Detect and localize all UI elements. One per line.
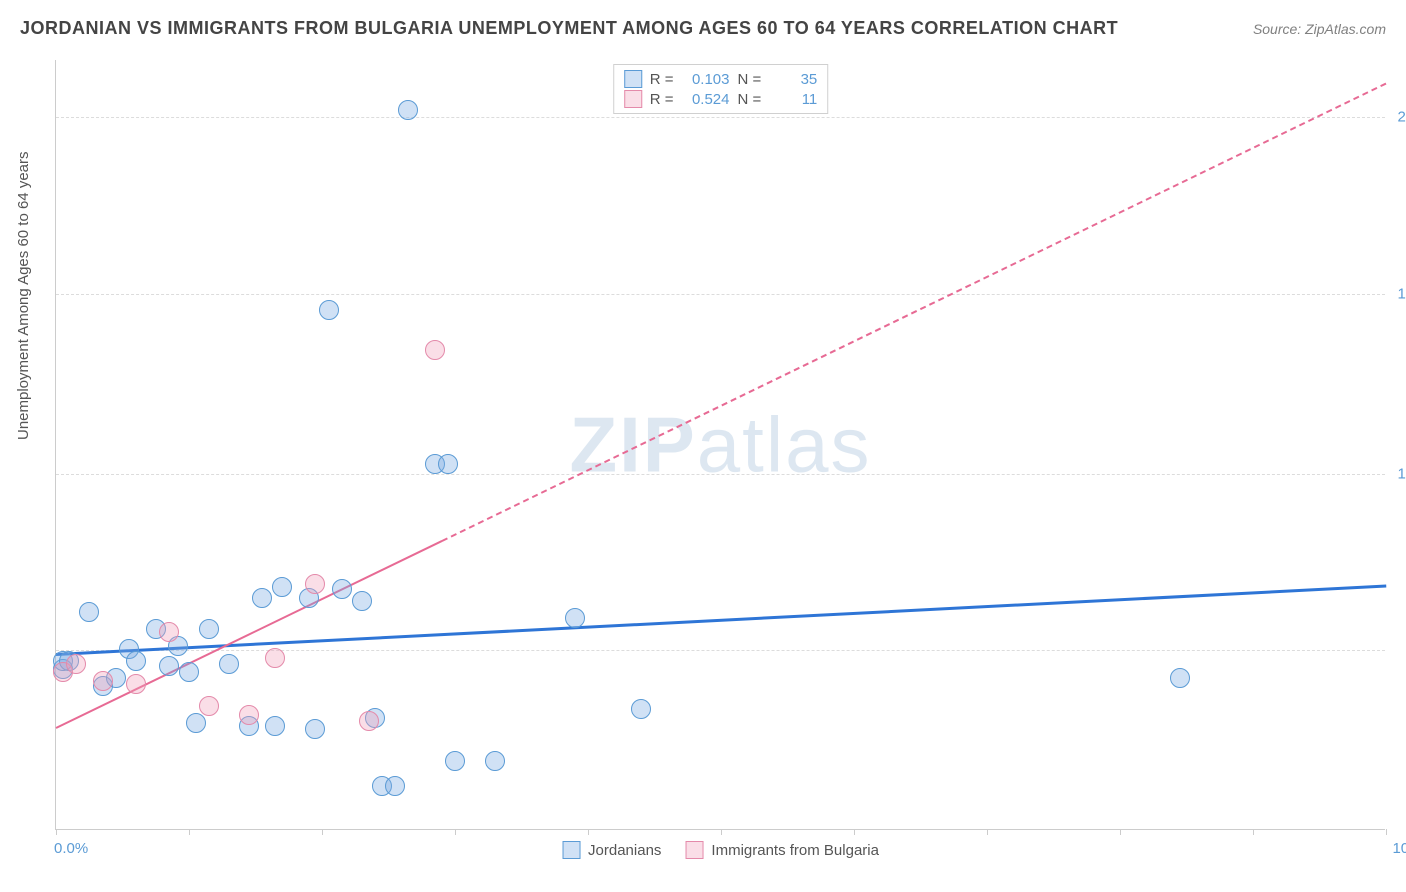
gridline xyxy=(56,294,1385,295)
source-label: Source: ZipAtlas.com xyxy=(1253,21,1386,37)
data-point xyxy=(126,651,146,671)
chart-title: JORDANIAN VS IMMIGRANTS FROM BULGARIA UN… xyxy=(20,18,1118,39)
gridline xyxy=(56,117,1385,118)
stats-row-bulgaria: R = 0.524 N = 11 xyxy=(624,89,818,109)
trend-line xyxy=(56,541,443,730)
series-legend: Jordanians Immigrants from Bulgaria xyxy=(562,841,879,859)
data-point xyxy=(352,591,372,611)
data-point xyxy=(186,713,206,733)
x-tick xyxy=(1120,829,1121,835)
swatch-jordanians xyxy=(562,841,580,859)
data-point xyxy=(265,648,285,668)
gridline xyxy=(56,650,1385,651)
x-tick xyxy=(322,829,323,835)
y-tick-label: 25.0% xyxy=(1397,109,1406,126)
x-tick xyxy=(987,829,988,835)
data-point xyxy=(219,654,239,674)
x-tick xyxy=(721,829,722,835)
x-tick xyxy=(189,829,190,835)
data-point xyxy=(359,711,379,731)
data-point xyxy=(272,577,292,597)
stats-row-jordanians: R = 0.103 N = 35 xyxy=(624,69,818,89)
plot-area: ZIPatlas R = 0.103 N = 35 R = 0.524 N = … xyxy=(55,60,1385,830)
data-point xyxy=(265,716,285,736)
y-axis-label: Unemployment Among Ages 60 to 64 years xyxy=(15,151,32,440)
legend-item-bulgaria: Immigrants from Bulgaria xyxy=(685,841,879,859)
data-point xyxy=(239,705,259,725)
data-point xyxy=(126,674,146,694)
x-tick xyxy=(854,829,855,835)
data-point xyxy=(485,751,505,771)
data-point xyxy=(332,579,352,599)
swatch-bulgaria xyxy=(685,841,703,859)
stats-legend: R = 0.103 N = 35 R = 0.524 N = 11 xyxy=(613,64,829,114)
data-point xyxy=(445,751,465,771)
legend-item-jordanians: Jordanians xyxy=(562,841,661,859)
data-point xyxy=(398,100,418,120)
swatch-bulgaria xyxy=(624,90,642,108)
data-point xyxy=(385,776,405,796)
x-tick-label: 10.0% xyxy=(1392,840,1406,857)
data-point xyxy=(179,662,199,682)
x-tick xyxy=(588,829,589,835)
watermark: ZIPatlas xyxy=(569,399,871,490)
x-tick-label: 0.0% xyxy=(54,840,88,857)
data-point xyxy=(319,300,339,320)
y-tick-label: 18.8% xyxy=(1397,285,1406,302)
gridline xyxy=(56,474,1385,475)
data-point xyxy=(79,602,99,622)
data-point xyxy=(305,574,325,594)
x-tick xyxy=(1386,829,1387,835)
swatch-jordanians xyxy=(624,70,642,88)
y-tick-label: 12.5% xyxy=(1397,465,1406,482)
data-point xyxy=(425,340,445,360)
data-point xyxy=(305,719,325,739)
data-point xyxy=(159,656,179,676)
data-point xyxy=(438,454,458,474)
data-point xyxy=(199,696,219,716)
data-point xyxy=(631,699,651,719)
data-point xyxy=(252,588,272,608)
x-tick xyxy=(56,829,57,835)
x-tick xyxy=(455,829,456,835)
data-point xyxy=(93,671,113,691)
data-point xyxy=(565,608,585,628)
data-point xyxy=(1170,668,1190,688)
data-point xyxy=(199,619,219,639)
x-tick xyxy=(1253,829,1254,835)
data-point xyxy=(159,622,179,642)
data-point xyxy=(66,654,86,674)
